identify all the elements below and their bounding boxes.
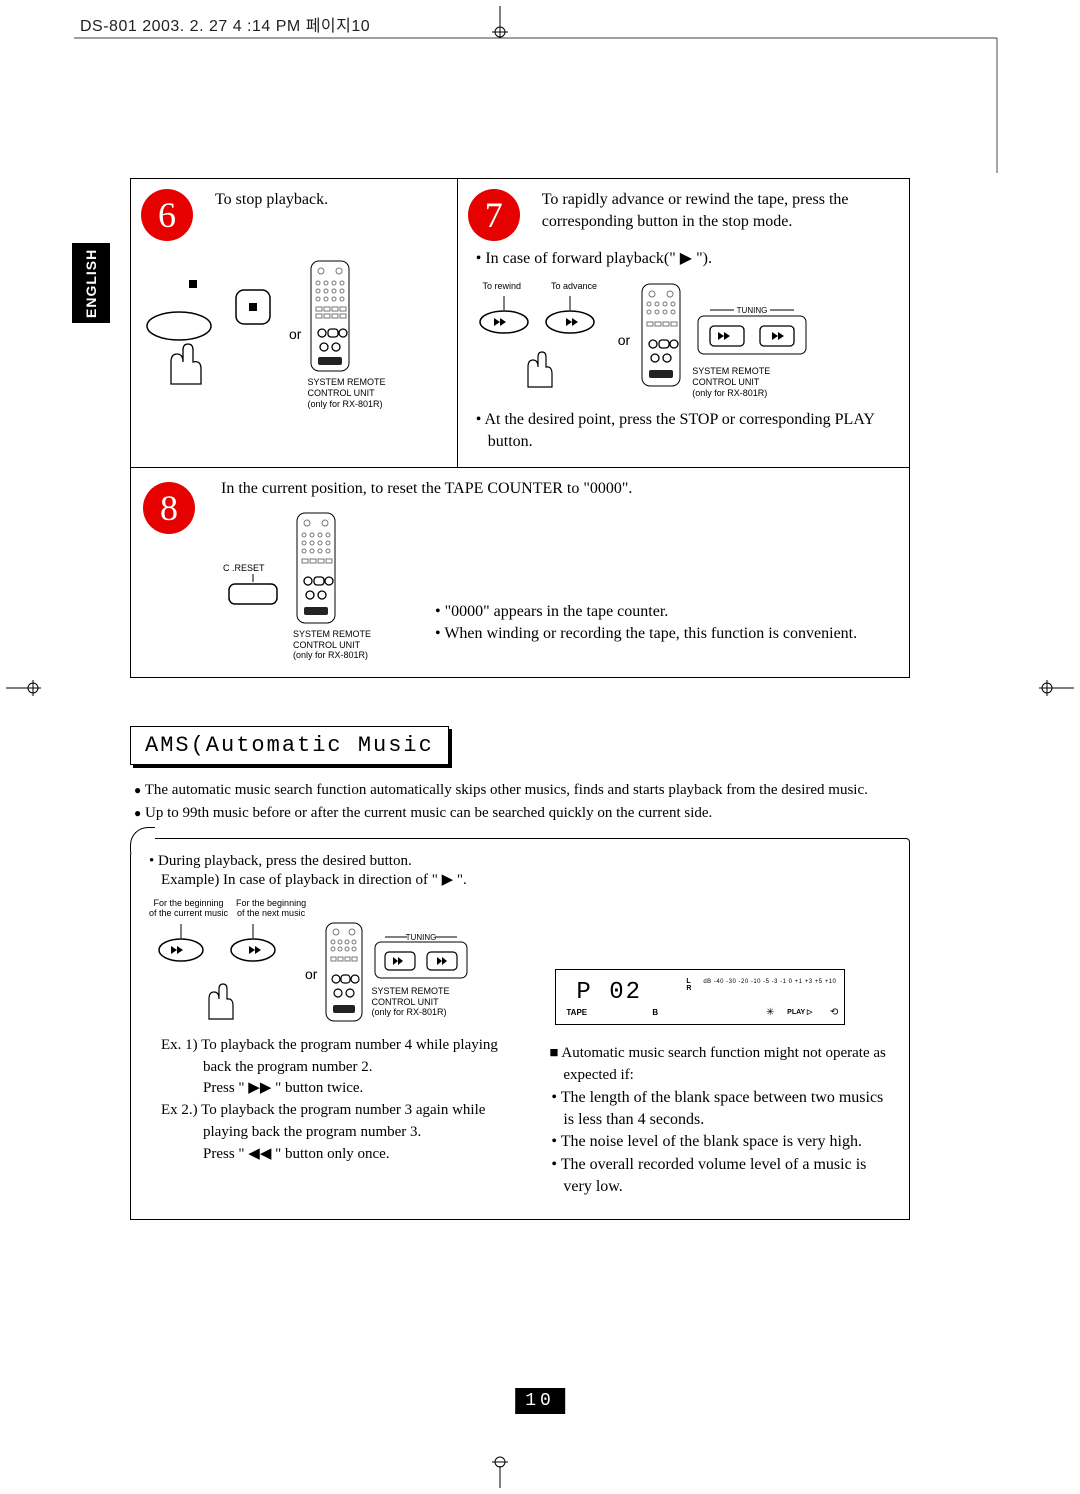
or-label: or [305, 964, 317, 984]
remote-icon [323, 921, 365, 1027]
ams-warn-head: ■ Automatic music search function might … [563, 1043, 891, 1087]
step-7-bullet-1: • In case of forward playback(" ▶ "). [488, 248, 897, 270]
creset-button-icon [223, 574, 283, 608]
step-6: 6 To stop playback. or [131, 179, 458, 467]
ams-buttons-icon [149, 924, 299, 1024]
rewind-label: To rewind [482, 282, 521, 292]
display-sun-icon: ✳ [766, 1006, 774, 1021]
ams-ex1: Ex. 1) To playback the program number 4 … [203, 1035, 523, 1079]
step-badge-8: 8 [143, 482, 195, 534]
or-label: or [618, 332, 630, 348]
ams-heading: AMS(Automatic Music [130, 726, 449, 765]
ams-line-1: • During playback, press the desired but… [149, 853, 891, 870]
svg-text:TUNING: TUNING [406, 933, 437, 942]
ams-ex2-sub: Press " ◀◀ " button only once. [203, 1144, 523, 1166]
remote-label: SYSTEM REMOTE CONTROL UNIT (only for RX-… [692, 366, 812, 398]
advance-label: To advance [551, 282, 597, 292]
step-8: 8 In the current position, to reset the … [131, 468, 909, 677]
ams-warn-3: • The overall recorded volume level of a… [563, 1154, 891, 1199]
english-tab: ENGLISH [72, 243, 110, 323]
display-b: B [652, 1007, 658, 1019]
label-next-2: of the next music [236, 909, 306, 919]
steps-box: 6 To stop playback. or [130, 178, 910, 678]
remote-icon [307, 259, 353, 377]
remote-icon [638, 282, 684, 392]
tuning-panel-icon: TUNING [692, 302, 812, 362]
step-badge-6: 6 [141, 189, 193, 241]
remote-label: SYSTEM REMOTE CONTROL UNIT (only for RX-… [307, 377, 385, 409]
label-current-2: of the current music [149, 909, 228, 919]
ams-ex1-sub: Press " ▶▶ " button twice. [203, 1078, 523, 1100]
display-scale: dB -40 -30 -20 -10 -5 -3 -1 0 +1 +3 +5 +… [703, 978, 836, 987]
step-8-bullet-2: • When winding or recording the tape, th… [447, 623, 897, 645]
doc-stamp: DS-801 2003. 2. 27 4 :14 PM 페이지10 [80, 12, 370, 36]
creset-label: C .RESET [223, 564, 283, 574]
or-label: or [289, 326, 301, 342]
step-7-text: To rapidly advance or rewind the tape, p… [542, 189, 897, 234]
tuning-panel-icon: TUNING [371, 930, 471, 986]
ams-warn-1: • The length of the blank space between … [563, 1087, 891, 1132]
step-6-text: To stop playback. [215, 189, 445, 241]
step-7: 7 To rapidly advance or rewind the tape,… [458, 179, 909, 467]
step-8-bullet-1: • "0000" appears in the tape counter. [447, 601, 897, 623]
step-badge-7: 7 [468, 189, 520, 241]
svg-text:TUNING: TUNING [737, 306, 768, 315]
remote-icon [293, 511, 339, 629]
ams-line-2: Example) In case of playback in directio… [161, 870, 891, 889]
display-loop-icon: ⟲ [830, 1006, 838, 1021]
ams-intro: ● The automatic music search function au… [130, 779, 910, 824]
remote-label: SYSTEM REMOTE CONTROL UNIT (only for RX-… [293, 629, 371, 661]
display-lr: LR [686, 978, 691, 992]
ams-warn-2: • The noise level of the blank space is … [563, 1131, 891, 1153]
page-number: 10 [515, 1388, 565, 1414]
ams-box: • During playback, press the desired but… [130, 838, 910, 1219]
display-tape: TAPE [566, 1007, 587, 1019]
step-7-bullet-2: • At the desired point, press the STOP o… [488, 409, 897, 454]
step-8-text: In the current position, to reset the TA… [221, 478, 897, 500]
rewind-advance-icon [470, 292, 610, 392]
display-play: PLAY ▷ [787, 1008, 812, 1018]
remote-label: SYSTEM REMOTE CONTROL UNIT (only for RX-… [371, 986, 471, 1018]
display-panel: P 02 LR dB -40 -30 -20 -10 -5 -3 -1 0 +1… [555, 969, 845, 1025]
ams-ex2: Ex 2.) To playback the program number 3 … [203, 1100, 523, 1144]
step-6-buttons-icon [143, 274, 283, 394]
